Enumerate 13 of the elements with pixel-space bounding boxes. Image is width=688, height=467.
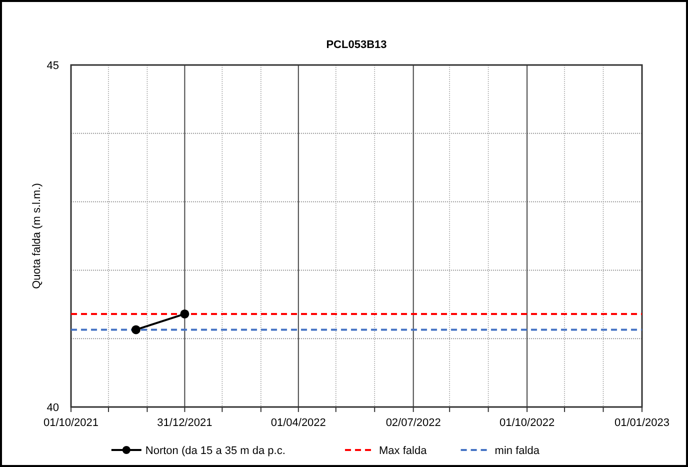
x-tick-label: 02/07/2022 — [386, 417, 441, 429]
x-tick-label: 01/04/2022 — [270, 417, 326, 429]
legend-label: Max falda — [379, 445, 428, 457]
x-tick-label: 31/12/2021 — [157, 417, 212, 429]
x-tick-label: 01/10/2022 — [500, 417, 555, 429]
legend-label: min falda — [494, 445, 540, 457]
x-tick-label: 01/10/2021 — [43, 417, 99, 429]
legend-label: Norton (da 15 a 35 m da p.c. — [145, 445, 286, 457]
chart-title: PCL053B13 — [326, 39, 387, 51]
y-tick-label: 45 — [46, 60, 59, 72]
y-tick-label: 40 — [46, 402, 59, 414]
y-axis-title: Quota falda (m s.l.m.) — [31, 183, 43, 289]
x-tick-label: 01/01/2023 — [614, 417, 670, 429]
